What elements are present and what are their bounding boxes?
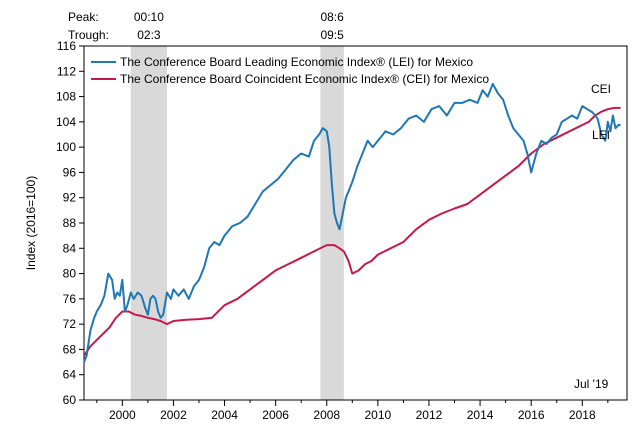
series-line-lei	[83, 82, 621, 363]
x-tick-label: 2004	[211, 408, 238, 422]
y-tick-label: 116	[57, 39, 76, 53]
legend-label-lei: The Conference Board Leading Economic In…	[120, 55, 473, 69]
x-tick-label: 2006	[262, 408, 289, 422]
legend-label-cei: The Conference Board Coincident Economic…	[120, 72, 489, 86]
y-tick-label: 76	[63, 292, 77, 306]
y-tick-label: 96	[63, 165, 77, 179]
y-tick-label: 64	[63, 368, 77, 382]
x-tick-label: 2016	[518, 408, 545, 422]
y-tick-label: 112	[57, 64, 76, 78]
y-tick-label: 72	[63, 317, 77, 331]
y-tick-label: 108	[56, 90, 76, 104]
x-tick-label: 2002	[160, 408, 187, 422]
y-tick-label: 60	[63, 393, 77, 407]
trough-label: Trough:	[68, 28, 109, 42]
annotation-lei: LEI	[592, 128, 610, 142]
peak-date: 08:6	[320, 10, 344, 24]
recession-band	[320, 46, 344, 400]
x-tick-label: 2008	[313, 408, 340, 422]
y-tick-label: 68	[63, 342, 77, 356]
x-tick-label: 2012	[416, 408, 443, 422]
peak-trough-header: Peak: Trough: 00:10 02:3 08:6 09:5	[68, 10, 344, 42]
series-line-cei	[83, 106, 621, 357]
y-axis-ticks: 60 64 68 72 76 80 84 88 92 96 100 104 108 112 116	[56, 39, 84, 407]
y-tick-label: 92	[63, 191, 77, 205]
y-tick-label: 88	[63, 216, 77, 230]
y-tick-label: 104	[56, 115, 76, 129]
peak-date: 00:10	[134, 10, 164, 24]
x-axis-ticks: 2000 2002 2004 2006 2008 2010 2012 2014 2016 2018	[96, 400, 609, 422]
y-tick-label: 100	[56, 140, 76, 154]
trough-date: 02:3	[137, 28, 161, 42]
legend: The Conference Board Leading Economic In…	[91, 55, 489, 86]
recession-band	[130, 46, 168, 400]
recession-bands	[130, 46, 344, 400]
x-tick-label: 2000	[109, 408, 136, 422]
x-tick-label: 2014	[467, 408, 494, 422]
x-tick-label: 2010	[365, 408, 392, 422]
y-axis-label: Index (2016=100)	[24, 176, 38, 270]
annotation-cei: CEI	[591, 82, 611, 96]
peak-label: Peak:	[68, 10, 99, 24]
series-lines	[83, 82, 621, 363]
y-tick-label: 80	[63, 267, 77, 281]
y-tick-label: 84	[63, 241, 77, 255]
trough-date: 09:5	[320, 28, 344, 42]
x-tick-label: 2018	[569, 408, 596, 422]
annotation-date: Jul '19	[574, 377, 609, 391]
